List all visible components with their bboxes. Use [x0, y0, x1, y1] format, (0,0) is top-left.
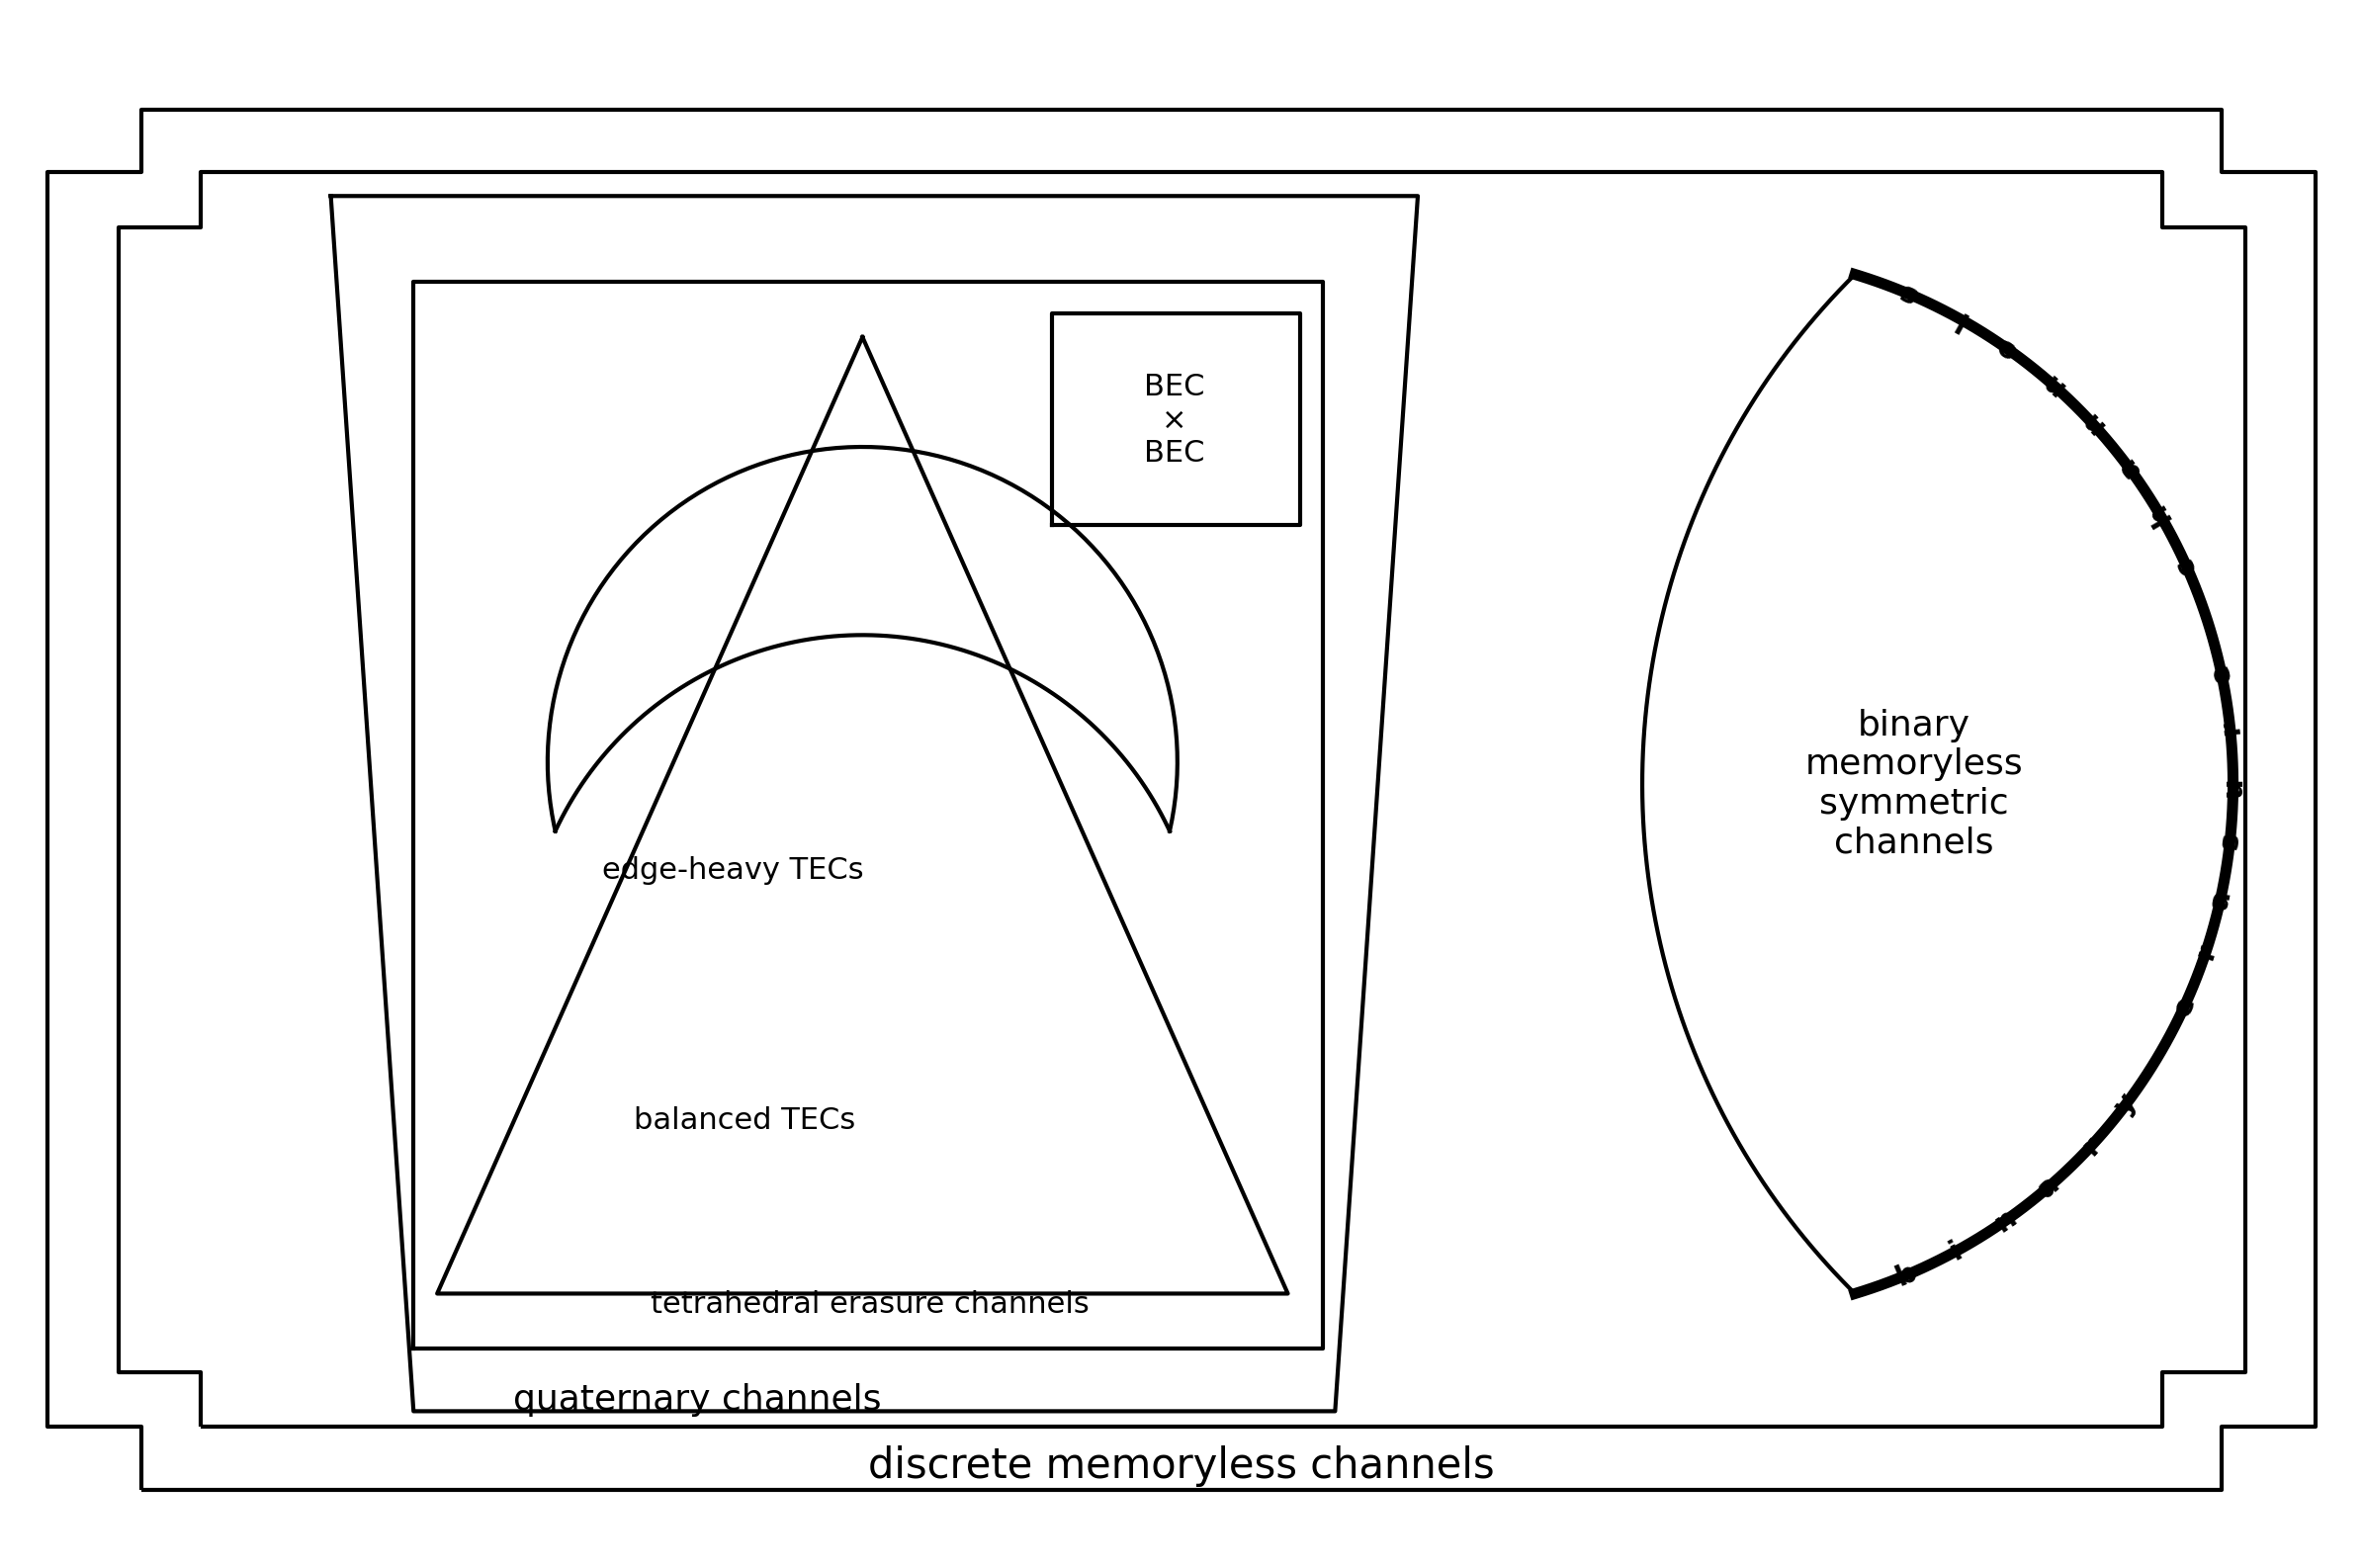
- Text: n: n: [2075, 405, 2108, 439]
- Text: i: i: [1945, 1237, 1966, 1265]
- Text: n: n: [2035, 367, 2070, 401]
- Text: e: e: [2167, 993, 2200, 1021]
- Text: r: r: [2191, 941, 2221, 963]
- Text: binary
memoryless
symmetric
channels: binary memoryless symmetric channels: [1805, 709, 2023, 859]
- Text: e: e: [1990, 331, 2023, 364]
- Text: edge-heavy TECs: edge-heavy TECs: [603, 856, 862, 884]
- Text: r: r: [2216, 718, 2245, 735]
- Text: a: a: [2032, 1170, 2065, 1204]
- Text: n: n: [1990, 1203, 2023, 1237]
- Text: balanced TECs: balanced TECs: [633, 1107, 855, 1135]
- Text: c: c: [2169, 552, 2202, 579]
- Text: s: s: [1893, 278, 1919, 309]
- Text: tetrahedral erasure channels: tetrahedral erasure channels: [650, 1290, 1089, 1319]
- Text: h: h: [2141, 497, 2176, 528]
- Text: discrete memoryless channels: discrete memoryless channels: [867, 1446, 1496, 1486]
- Text: BEC
×
BEC: BEC × BEC: [1144, 373, 1205, 467]
- Text: e: e: [2205, 662, 2238, 685]
- Text: a: a: [2205, 886, 2235, 911]
- Text: b: b: [1890, 1259, 1921, 1292]
- Text: r: r: [2077, 1131, 2105, 1160]
- Text: quaternary channels: quaternary channels: [513, 1383, 881, 1417]
- Text: u: u: [2219, 776, 2247, 797]
- Text: l: l: [1949, 304, 1971, 334]
- Text: s: s: [2216, 831, 2245, 851]
- Text: a: a: [2113, 452, 2146, 483]
- Text: y: y: [2110, 1088, 2143, 1120]
